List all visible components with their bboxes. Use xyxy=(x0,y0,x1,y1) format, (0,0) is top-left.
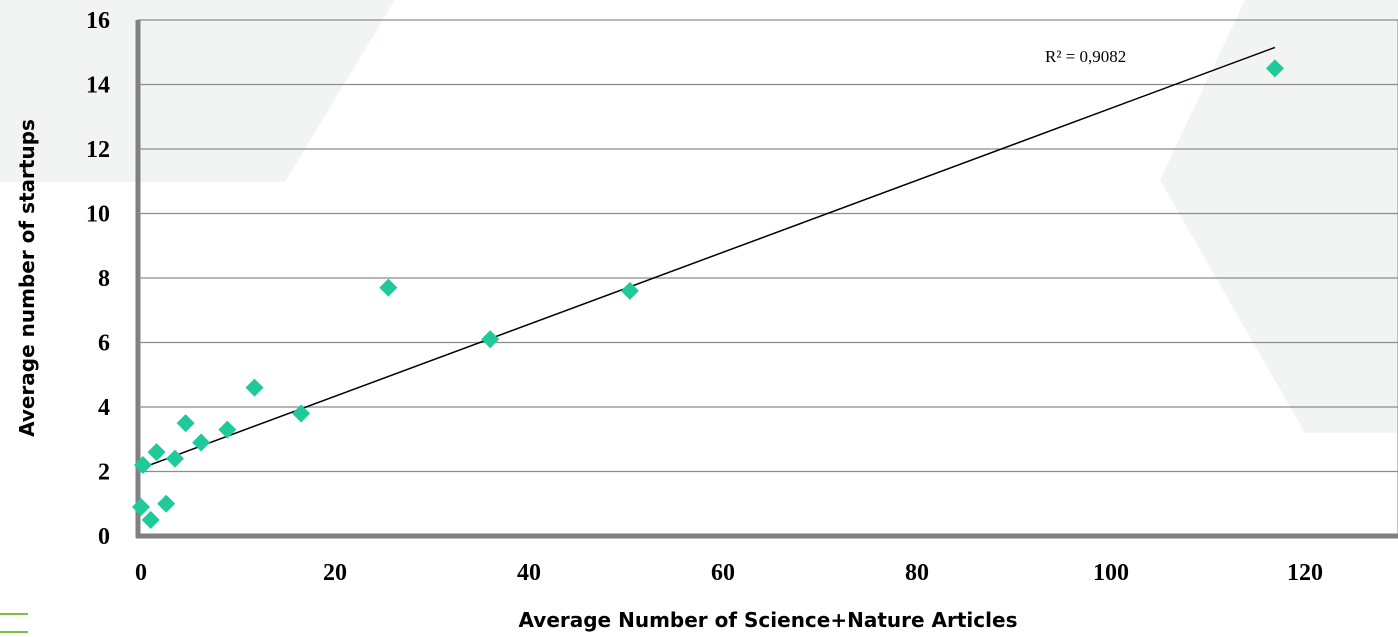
x-tick-label: 120 xyxy=(1287,560,1323,586)
data-point xyxy=(133,456,152,475)
data-point xyxy=(379,278,398,297)
data-point xyxy=(245,378,264,397)
y-tick-label: 0 xyxy=(98,524,110,550)
data-point xyxy=(165,449,184,468)
data-point xyxy=(141,510,160,529)
r-squared-annotation: R² = 0,9082 xyxy=(1045,47,1126,66)
data-point xyxy=(157,494,176,513)
data-point xyxy=(218,420,237,439)
accent-line-top xyxy=(0,613,28,615)
data-point xyxy=(292,404,311,423)
y-tick-label: 14 xyxy=(86,73,110,99)
data-point xyxy=(481,330,500,349)
y-tick-label: 12 xyxy=(86,137,110,163)
linear-trendline xyxy=(140,46,1276,469)
x-tick-label: 20 xyxy=(323,560,347,586)
data-point xyxy=(620,281,639,300)
data-point xyxy=(192,433,211,452)
data-point xyxy=(1265,59,1284,78)
y-tick-label: 10 xyxy=(86,202,110,228)
x-axis-title: Average Number of Science+Nature Article… xyxy=(519,608,1018,632)
x-tick-label: 40 xyxy=(517,560,541,586)
y-tick-label: 16 xyxy=(86,8,110,34)
y-tick-label: 8 xyxy=(98,266,110,292)
data-point xyxy=(176,414,195,433)
x-tick-label: 100 xyxy=(1093,560,1129,586)
y-tick-label: 2 xyxy=(98,460,110,486)
x-tick-label: 0 xyxy=(135,560,147,586)
data-point xyxy=(147,443,166,462)
x-tick-label: 80 xyxy=(905,560,929,586)
y-axis-title: Average number of startups xyxy=(15,119,39,437)
accent-line-bottom xyxy=(0,631,28,633)
y-tick-label: 6 xyxy=(98,331,110,357)
y-tick-label: 4 xyxy=(98,395,110,421)
x-tick-label: 60 xyxy=(711,560,735,586)
data-point xyxy=(132,497,150,516)
